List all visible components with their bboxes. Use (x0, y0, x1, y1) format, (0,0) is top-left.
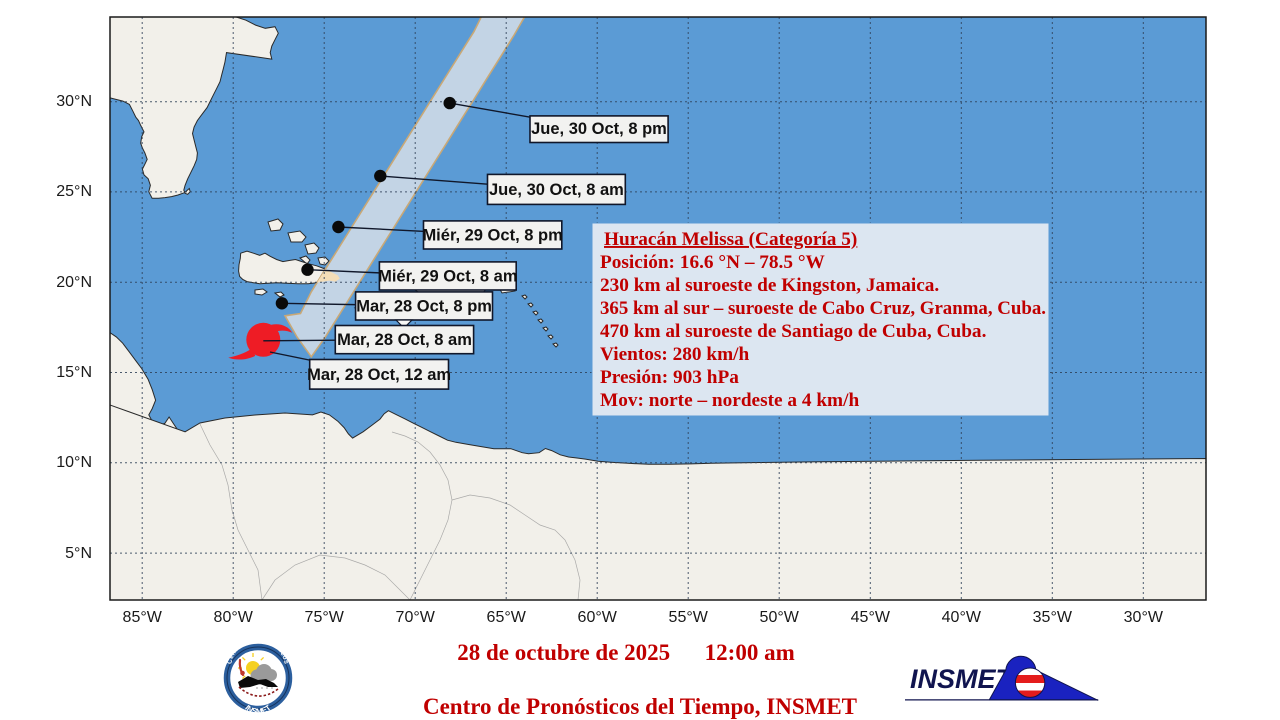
svg-text:75°W: 75°W (305, 609, 345, 626)
svg-text:65°W: 65°W (487, 609, 527, 626)
svg-text:25°N: 25°N (56, 183, 92, 200)
svg-text:Jue, 30 Oct, 8 am: Jue, 30 Oct, 8 am (489, 181, 624, 199)
svg-text:Centro de Pronósticos del Tiem: Centro de Pronósticos del Tiempo, INSMET (423, 694, 857, 719)
svg-text:Mar, 28 Oct, 8 am: Mar, 28 Oct, 8 am (337, 331, 472, 349)
svg-text:60°W: 60°W (578, 609, 618, 626)
svg-text:50°W: 50°W (760, 609, 800, 626)
svg-text:Mar, 28 Oct, 8 pm: Mar, 28 Oct, 8 pm (356, 297, 492, 315)
svg-text:Jue, 30 Oct, 8 pm: Jue, 30 Oct, 8 pm (531, 120, 667, 138)
svg-text:80°W: 80°W (214, 609, 254, 626)
svg-text:470 km al suroeste de Santiago: 470 km al suroeste de Santiago de Cuba, … (600, 321, 986, 342)
svg-text:Miér, 29 Oct, 8 am: Miér, 29 Oct, 8 am (378, 267, 517, 285)
svg-text:15°N: 15°N (56, 364, 92, 381)
svg-text:Miér, 29 Oct, 8 pm: Miér, 29 Oct, 8 pm (422, 226, 562, 244)
svg-text:365 km al sur – suroeste de Ca: 365 km al sur – suroeste de Cabo Cruz, G… (600, 298, 1046, 319)
svg-text:85°W: 85°W (123, 609, 163, 626)
svg-text:45°W: 45°W (851, 609, 891, 626)
svg-text:10°N: 10°N (56, 454, 92, 471)
svg-text:70°W: 70°W (396, 609, 436, 626)
svg-text:30°W: 30°W (1124, 609, 1164, 626)
svg-text:5°N: 5°N (65, 545, 92, 562)
svg-text:Mov: norte – nordeste a 4 km/h: Mov: norte – nordeste a 4 km/h (600, 390, 859, 411)
svg-text:Posición: 16.6 °N – 78.5 °W: Posición: 16.6 °N – 78.5 °W (600, 252, 825, 273)
svg-text:230 km al suroeste de Kingston: 230 km al suroeste de Kingston, Jamaica. (600, 275, 939, 296)
svg-text:40°W: 40°W (942, 609, 982, 626)
svg-text:20°N: 20°N (56, 274, 92, 291)
svg-text:28 de octubre de 2025 12:: 28 de octubre de 2025 12:00 am (457, 640, 795, 665)
svg-text:55°W: 55°W (669, 609, 709, 626)
svg-text:Huracán Melissa (Categoría 5): Huracán Melissa (Categoría 5) (604, 229, 857, 250)
svg-text:30°N: 30°N (56, 93, 92, 110)
svg-text:35°W: 35°W (1033, 609, 1073, 626)
svg-text:Vientos: 280 km/h: Vientos: 280 km/h (600, 344, 750, 365)
svg-text:Presión: 903 hPa: Presión: 903 hPa (600, 367, 739, 388)
svg-text:Mar, 28 Oct, 12 am: Mar, 28 Oct, 12 am (307, 366, 451, 384)
